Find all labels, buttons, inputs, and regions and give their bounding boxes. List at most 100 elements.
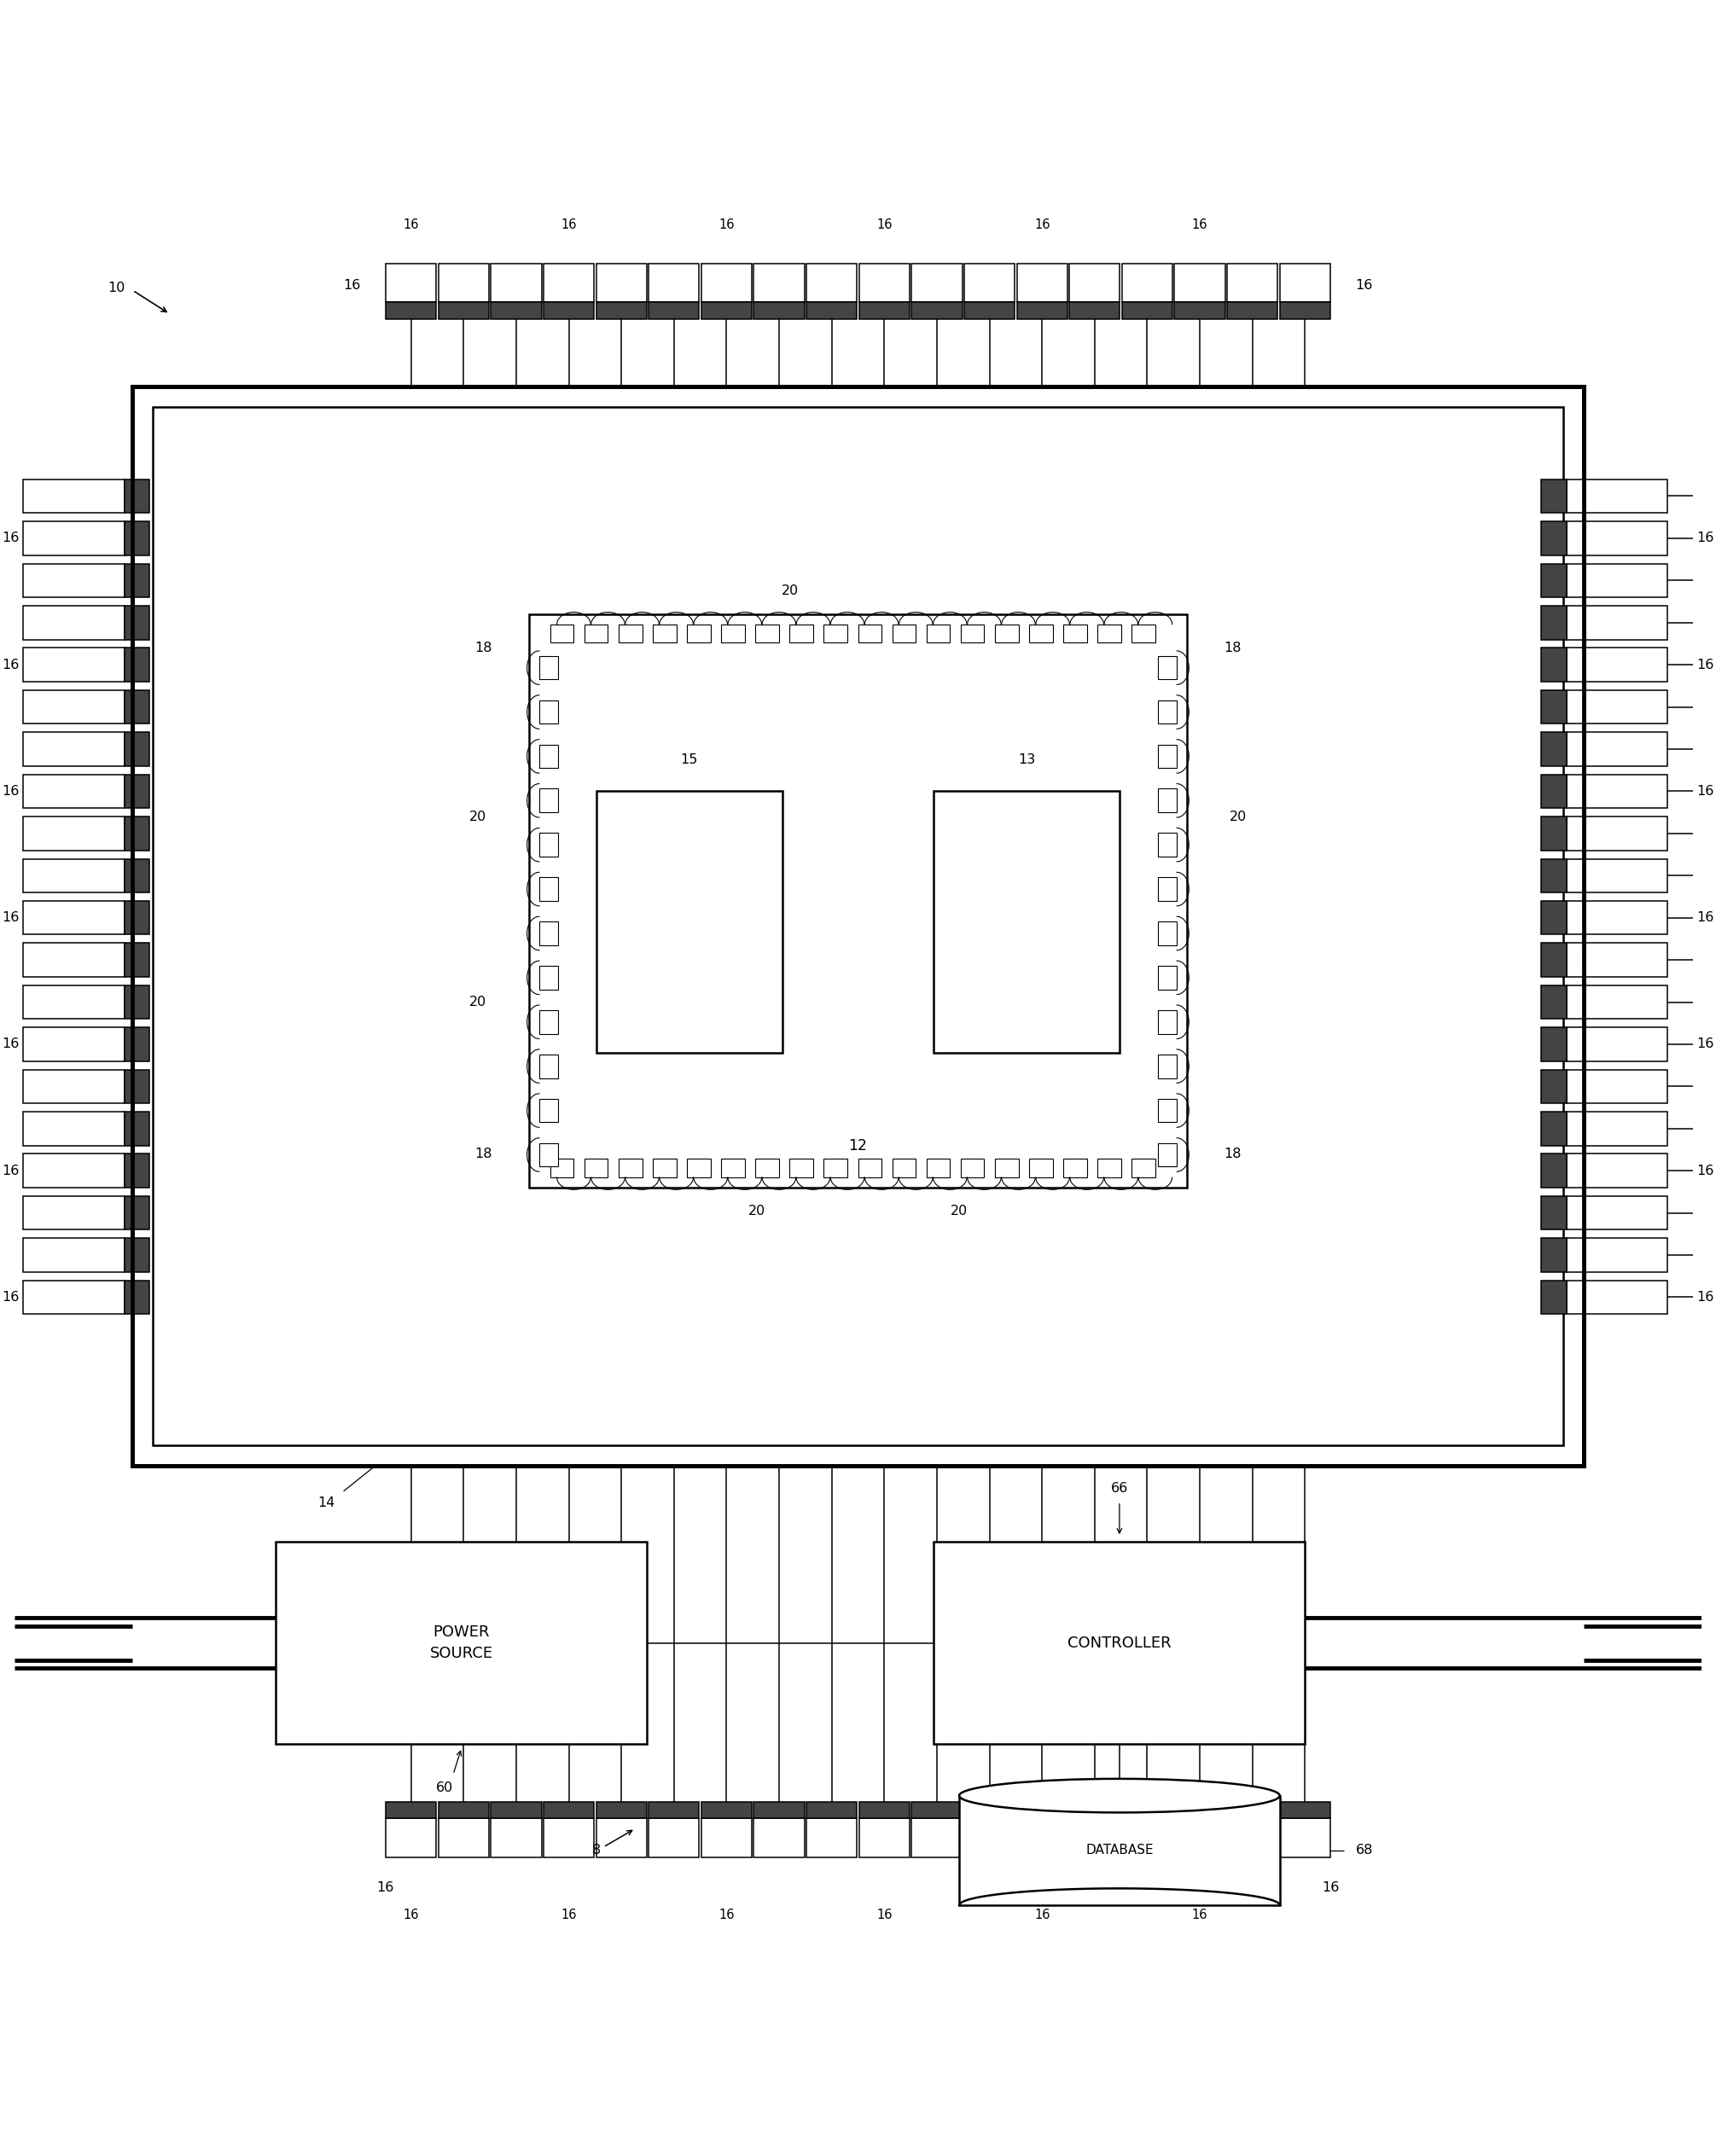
- Bar: [585, 1160, 607, 1177]
- Bar: [1541, 774, 1567, 808]
- Text: 16: 16: [1193, 218, 1208, 231]
- Bar: [539, 832, 558, 856]
- Bar: [1567, 690, 1668, 724]
- Bar: [911, 1802, 963, 1818]
- Bar: [124, 649, 149, 681]
- Text: 18: 18: [474, 1147, 492, 1160]
- Bar: [22, 1281, 124, 1315]
- Bar: [1158, 832, 1177, 856]
- Bar: [961, 1160, 985, 1177]
- Bar: [539, 1100, 558, 1123]
- Bar: [124, 1153, 149, 1188]
- Bar: [22, 522, 124, 554]
- Bar: [649, 263, 698, 302]
- Bar: [22, 1238, 124, 1272]
- Bar: [22, 479, 124, 513]
- Bar: [807, 263, 856, 302]
- Bar: [702, 1802, 752, 1818]
- Bar: [1541, 1238, 1567, 1272]
- Bar: [959, 1796, 1280, 1906]
- Bar: [22, 1197, 124, 1229]
- Bar: [1567, 858, 1668, 893]
- Bar: [595, 1802, 647, 1818]
- Text: 20: 20: [470, 996, 487, 1009]
- Bar: [595, 302, 647, 319]
- Bar: [618, 1160, 642, 1177]
- Text: 16: 16: [1697, 533, 1714, 545]
- Bar: [755, 625, 779, 642]
- Bar: [22, 858, 124, 893]
- Bar: [1541, 901, 1567, 936]
- Bar: [824, 625, 848, 642]
- Bar: [539, 701, 558, 724]
- Bar: [22, 733, 124, 765]
- Bar: [22, 1153, 124, 1188]
- Bar: [927, 625, 951, 642]
- Bar: [1158, 701, 1177, 724]
- Bar: [686, 625, 710, 642]
- Bar: [1541, 606, 1567, 640]
- Text: 16: 16: [1356, 278, 1373, 291]
- Bar: [618, 625, 642, 642]
- Bar: [1158, 655, 1177, 679]
- Bar: [276, 1542, 647, 1744]
- Text: 68: 68: [1356, 1843, 1373, 1856]
- Bar: [491, 1818, 542, 1856]
- Bar: [892, 625, 916, 642]
- Bar: [1174, 1818, 1225, 1856]
- Text: 60: 60: [436, 1781, 453, 1794]
- Bar: [995, 1160, 1018, 1177]
- Bar: [544, 263, 594, 302]
- Bar: [1541, 563, 1567, 597]
- Text: 16: 16: [1697, 658, 1714, 671]
- Bar: [551, 625, 573, 642]
- Bar: [539, 921, 558, 944]
- Text: CONTROLLER: CONTROLLER: [1067, 1636, 1172, 1651]
- Bar: [1098, 625, 1121, 642]
- Bar: [1069, 1818, 1121, 1856]
- Bar: [22, 563, 124, 597]
- Text: 16: 16: [877, 1908, 892, 1921]
- Bar: [1541, 1112, 1567, 1145]
- Bar: [1541, 479, 1567, 513]
- Text: 16: 16: [343, 278, 360, 291]
- Bar: [1069, 263, 1121, 302]
- Bar: [544, 302, 594, 319]
- Bar: [686, 1160, 710, 1177]
- Bar: [1541, 1069, 1567, 1104]
- Text: 13: 13: [1018, 752, 1035, 765]
- Text: 18: 18: [1224, 1147, 1242, 1160]
- Bar: [807, 1802, 856, 1818]
- Bar: [1158, 1143, 1177, 1166]
- Bar: [1131, 1160, 1155, 1177]
- Bar: [1227, 1802, 1278, 1818]
- Text: 16: 16: [1697, 785, 1714, 798]
- Bar: [753, 1802, 805, 1818]
- Bar: [544, 1802, 594, 1818]
- Bar: [124, 817, 149, 849]
- Bar: [551, 1160, 573, 1177]
- Bar: [438, 263, 489, 302]
- Bar: [1064, 625, 1086, 642]
- Bar: [789, 625, 813, 642]
- Bar: [1541, 1028, 1567, 1061]
- Text: 20: 20: [1229, 811, 1246, 824]
- Bar: [539, 744, 558, 768]
- Bar: [1567, 522, 1668, 554]
- Bar: [438, 302, 489, 319]
- Bar: [1567, 985, 1668, 1020]
- Bar: [1098, 1160, 1121, 1177]
- Bar: [721, 1160, 745, 1177]
- Bar: [807, 302, 856, 319]
- Bar: [1567, 563, 1668, 597]
- Bar: [824, 1160, 848, 1177]
- Bar: [1030, 625, 1052, 642]
- Bar: [702, 263, 752, 302]
- Bar: [753, 302, 805, 319]
- Bar: [386, 1818, 436, 1856]
- Bar: [1541, 817, 1567, 849]
- Bar: [934, 791, 1119, 1052]
- Bar: [1174, 302, 1225, 319]
- Bar: [1227, 1818, 1278, 1856]
- Ellipse shape: [959, 1779, 1280, 1813]
